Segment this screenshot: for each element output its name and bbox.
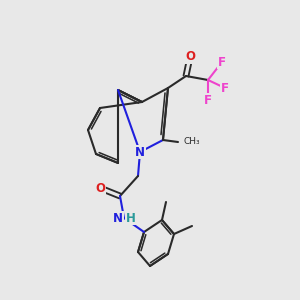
Text: O: O bbox=[95, 182, 105, 194]
Text: F: F bbox=[221, 82, 229, 94]
Text: H: H bbox=[126, 212, 136, 224]
Text: O: O bbox=[185, 50, 195, 64]
Text: F: F bbox=[218, 56, 226, 68]
Text: CH₃: CH₃ bbox=[183, 137, 200, 146]
Text: N: N bbox=[135, 146, 145, 158]
Text: N: N bbox=[113, 212, 123, 224]
Text: F: F bbox=[204, 94, 212, 106]
